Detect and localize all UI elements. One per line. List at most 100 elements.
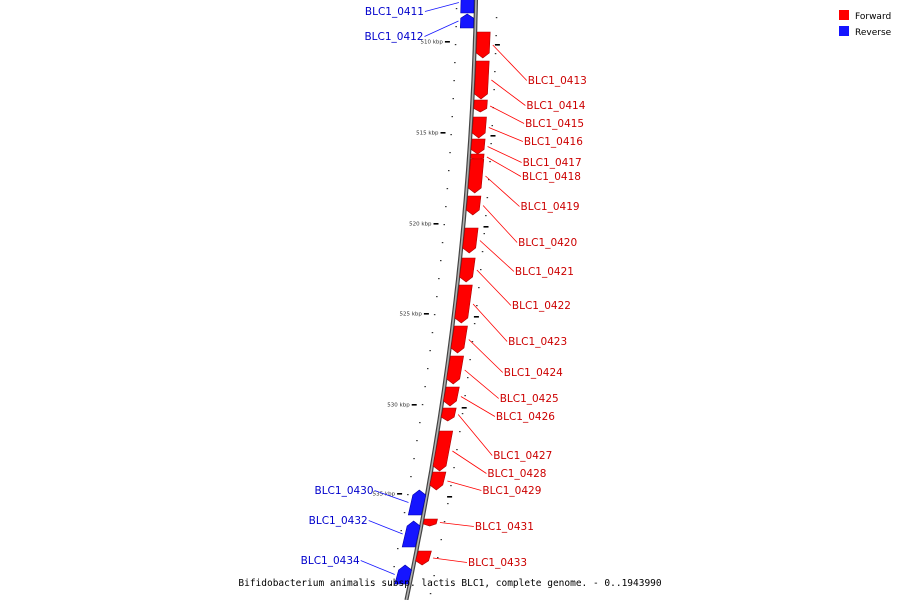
minor-tick [431,332,434,334]
gene-arrow-BLC1_0416[interactable] [471,116,487,139]
gene-label-BLC1_0414[interactable]: BLC1_0414 [526,100,585,112]
minor-tick [403,512,406,514]
gene-label-BLC1_0417[interactable]: BLC1_0417 [523,157,582,169]
gene-arrow-BLC1_0432[interactable] [401,520,421,548]
minor-tick [486,197,489,199]
gene-label-BLC1_0432[interactable]: BLC1_0432 [309,515,368,527]
gene-label-BLC1_0412[interactable]: BLC1_0412 [364,31,423,43]
gene-label-BLC1_0422[interactable]: BLC1_0422 [512,300,571,312]
gene-label-BLC1_0415[interactable]: BLC1_0415 [525,118,584,130]
gene-label-BLC1_0430[interactable]: BLC1_0430 [315,485,374,497]
gene-label-BLC1_0429[interactable]: BLC1_0429 [482,485,541,497]
gene-arrow-BLC1_0425[interactable] [446,355,464,385]
gene-leader-line [424,2,460,12]
gene-arrow-BLC1_0415[interactable] [473,99,488,113]
minor-tick [455,8,458,10]
gene-label-BLC1_0423[interactable]: BLC1_0423 [508,336,567,348]
gene-arrow-BLC1_0434[interactable] [394,564,412,585]
minor-tick [446,188,449,190]
minor-tick [467,377,469,379]
gene-label-BLC1_0428[interactable]: BLC1_0428 [487,468,546,480]
minor-tick [485,215,487,217]
gene-arrow-BLC1_0411[interactable] [460,0,475,14]
minor-tick [494,71,496,73]
major-tick-left [411,404,417,406]
gene-arrow-BLC1_0431[interactable] [422,518,438,527]
minor-tick [448,170,450,172]
gene-label-BLC1_0418[interactable]: BLC1_0418 [522,171,581,183]
minor-tick [454,62,456,64]
tick-marks: 510 kbp 515 kbp 520 kbp 525 kbp 530 kbp 535 k… [373,8,500,595]
minor-tick [495,17,498,19]
gene-label-BLC1_0424[interactable]: BLC1_0424 [504,367,563,379]
minor-tick [483,233,485,235]
gene-arrow-BLC1_0413[interactable] [475,31,491,59]
minor-tick [455,26,457,28]
gene-label-BLC1_0426[interactable]: BLC1_0426 [496,411,555,423]
gene-arrow-BLC1_0419[interactable] [467,158,485,194]
gene-label-BLC1_0413[interactable]: BLC1_0413 [528,75,587,87]
gene-arrow-BLC1_0417[interactable] [470,138,486,155]
gene-label-BLC1_0411[interactable]: BLC1_0411 [365,6,424,18]
gene-arrow-BLC1_0414[interactable] [474,60,490,100]
major-tick-left [444,41,450,43]
gene-leader-line [452,450,487,474]
gene-label-BLC1_0427[interactable]: BLC1_0427 [493,450,552,462]
scale-label: 510 kbp [420,40,443,46]
legend-forward-label: Forward [855,12,891,22]
gene-arrow-BLC1_0422[interactable] [459,257,476,283]
minor-tick [421,404,424,406]
minor-tick [459,431,461,433]
gene-arrow-BLC1_0427[interactable] [440,407,457,422]
minor-tick [407,494,409,496]
minor-tick [481,251,484,253]
minor-tick [489,161,491,163]
minor-tick [433,314,436,316]
minor-tick [424,386,426,388]
minor-tick [456,449,458,451]
gene-leader-line [439,522,474,527]
gene-arrow-BLC1_0424[interactable] [450,325,468,354]
gene-arrow-BLC1_0412[interactable] [459,13,475,29]
minor-tick [440,260,442,262]
gene-arrow-BLC1_0429[interactable] [429,471,447,491]
minor-tick [454,44,457,46]
gene-leader-line [468,339,504,373]
scale-label: 525 kbp [399,312,422,318]
gene-arrow-BLC1_0421[interactable] [462,227,479,254]
gene-label-BLC1_0419[interactable]: BLC1_0419 [521,201,580,213]
gene-leader-line [476,269,512,306]
gene-label-BLC1_0425[interactable]: BLC1_0425 [500,393,559,405]
minor-tick [419,422,421,424]
gene-label-BLC1_0431[interactable]: BLC1_0431 [475,521,534,533]
gene-leader-line [432,557,468,563]
genome-backbone [404,0,478,600]
gene-label-BLC1_0421[interactable]: BLC1_0421 [515,266,574,278]
gene-label-BLC1_0434[interactable]: BLC1_0434 [301,555,360,567]
gene-leader-line [457,414,493,456]
minor-tick [429,593,432,595]
minor-tick [452,98,454,100]
gene-arrow-BLC1_0423[interactable] [454,284,473,324]
major-tick-right [483,226,489,228]
gene-leader-line [472,303,508,342]
scale-label: 530 kbp [387,403,410,409]
gene-arrow-BLC1_0430[interactable] [407,489,427,516]
gene-label-BLC1_0433[interactable]: BLC1_0433 [468,557,527,569]
minor-tick [490,143,492,145]
gene-arrow-BLC1_0420[interactable] [465,195,482,216]
major-tick-right [447,496,453,498]
gene-label-BLC1_0416[interactable]: BLC1_0416 [524,136,583,148]
gene-arrow-BLC1_0428[interactable] [432,430,454,472]
minor-tick [433,575,435,577]
major-tick-right [494,44,500,46]
legend-forward-swatch [839,10,849,20]
gene-arrow-BLC1_0433[interactable] [415,550,432,566]
minor-tick [393,566,395,568]
minor-tick [445,206,447,208]
gene-arrow-BLC1_0426[interactable] [443,386,460,407]
minor-tick [488,179,490,181]
gene-label-BLC1_0420[interactable]: BLC1_0420 [518,237,577,249]
minor-tick [464,395,466,397]
